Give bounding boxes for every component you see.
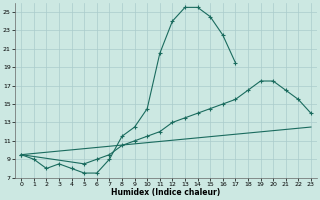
- X-axis label: Humidex (Indice chaleur): Humidex (Indice chaleur): [111, 188, 221, 197]
